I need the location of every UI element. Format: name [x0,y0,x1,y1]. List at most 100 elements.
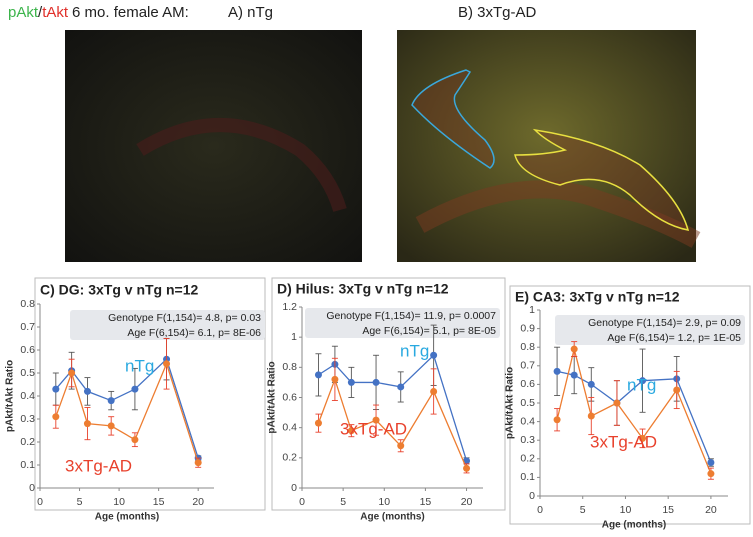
x-tick-label: 10 [113,496,125,508]
data-point [430,351,438,359]
data-point [83,387,91,395]
y-axis-label: pAkt/tAkt Ratio [267,361,278,433]
data-point [52,385,60,393]
series-label: 3xTg-AD [340,419,407,438]
x-tick-label: 5 [580,504,586,516]
y-tick-label: 0 [291,482,297,494]
y-tick-label: 1 [529,304,535,316]
data-point [83,420,91,428]
data-point [194,459,202,467]
chart-title: C) DG: 3xTg v nTg n=12 [40,282,199,298]
micrograph-a [65,30,362,262]
annotation-box [305,308,500,338]
x-tick-label: 20 [192,496,204,508]
y-axis-label: pAkt/tAkt Ratio [5,360,16,432]
tissue-band [415,180,701,248]
annotation-box [70,310,265,340]
data-point [52,413,60,421]
data-point [372,416,380,424]
header: pAkt/tAkt 6 mo. female AM: [8,4,189,21]
data-point [613,399,621,407]
dg-outline [411,69,495,169]
y-tick-label: 0.2 [282,452,297,464]
series-label: 3xTg-AD [590,432,657,451]
data-point [553,416,561,424]
x-axis-label: Age (months) [602,520,666,531]
data-point [131,436,139,444]
chart-title: E) CA3: 3xTg v nTg n=12 [515,289,680,305]
data-point [639,377,647,385]
data-point [347,427,355,435]
data-point [331,375,339,383]
y-tick-label: 0.4 [20,390,35,402]
data-point [314,419,322,427]
stain-green: pAkt [8,4,39,21]
data-point [553,367,561,375]
y-tick-label: 0.3 [520,434,535,446]
data-point [587,412,595,420]
annotation: Genotype F(1,154)= 2.9, p= 0.09 [588,317,741,329]
x-tick-label: 20 [461,496,473,508]
data-point [587,380,595,388]
data-point [673,386,681,394]
x-axis-label: Age (months) [360,512,424,523]
chart-frame [509,285,751,525]
ca3-outline [514,128,690,231]
data-point [131,385,139,393]
data-point [107,422,115,430]
x-tick-label: 0 [537,504,543,516]
y-tick-label: 0.5 [520,397,535,409]
panel-b-label: B) 3xTg-AD [458,4,537,21]
data-point [639,434,647,442]
y-tick-label: 0.8 [20,298,35,310]
y-tick-label: 0.7 [20,321,35,333]
chart-frame [271,277,506,511]
y-tick-label: 0.6 [20,344,35,356]
x-tick-label: 5 [340,496,346,508]
data-point [397,383,405,391]
y-tick-label: 0.4 [282,421,297,433]
y-tick-label: 0.9 [520,322,535,334]
caption: 6 mo. female AM: [72,4,189,21]
y-tick-label: 0.2 [520,453,535,465]
data-point [163,360,171,368]
y-tick-label: 0 [529,490,535,502]
data-point [707,470,715,478]
charts: C) DG: 3xTg v nTg n=12 Genotype F(1,154)=… [5,277,751,531]
panel-a-label: A) nTg [228,4,273,21]
series-label: nTg [125,356,154,375]
annotation: Age F(6,154)= 5.1, p= 8E-05 [362,325,496,337]
y-tick-label: 0.1 [20,459,35,471]
x-tick-label: 20 [705,504,717,516]
series-label: nTg [400,341,429,360]
annotation: Age F(6,154)= 1.2, p= 1E-05 [607,332,741,344]
data-point [463,457,471,465]
data-point [430,387,438,395]
y-tick-label: 0.5 [20,367,35,379]
data-point [372,378,380,386]
y-tick-label: 1 [291,331,297,343]
annotation: Genotype F(1,154)= 11.9, p= 0.0007 [326,310,496,322]
data-point [107,397,115,405]
data-point [463,464,471,472]
data-point [314,371,322,379]
y-tick-label: 0.7 [520,360,535,372]
x-tick-label: 0 [37,496,43,508]
series-line [556,348,712,474]
chart-title: D) Hilus: 3xTg v nTg n=12 [277,281,449,297]
data-point [707,459,715,467]
y-tick-label: 0.8 [520,341,535,353]
stain-red: tAkt [42,4,69,21]
x-tick-label: 5 [77,496,83,508]
data-point [397,442,405,450]
y-tick-label: 0.6 [282,391,297,403]
annotation: Genotype F(1,154)= 4.8, p= 0.03 [108,312,261,324]
x-tick-label: 15 [153,496,165,508]
x-tick-label: 15 [420,496,432,508]
y-tick-label: 0.1 [520,471,535,483]
x-tick-label: 10 [378,496,390,508]
y-tick-label: 0.4 [520,415,535,427]
y-tick-label: 0.3 [20,413,35,425]
x-tick-label: 0 [299,496,305,508]
